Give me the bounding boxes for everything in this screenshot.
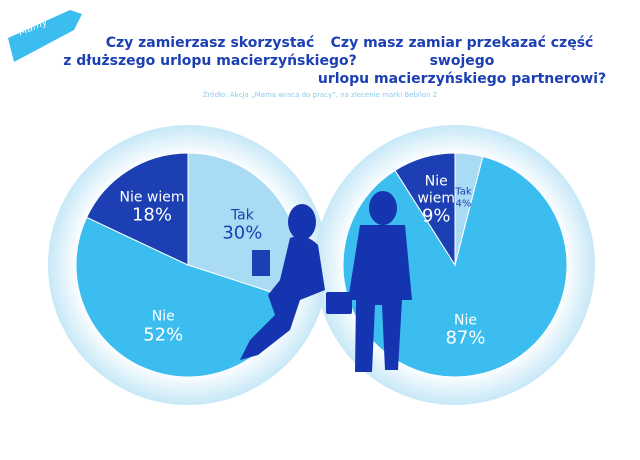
chart-title: Czy masz zamiar przekazać część swojego …	[317, 35, 607, 87]
slice-label: Nie 87%	[431, 313, 501, 350]
slice-label: Tak 30%	[207, 207, 277, 244]
category-label: Nie	[151, 309, 175, 326]
slice-label: Nie wiem 9%	[416, 174, 456, 227]
value-label: 30%	[222, 222, 263, 244]
slice-label: Nie wiem 18%	[117, 190, 187, 227]
category-label: Nie wiem	[119, 189, 185, 206]
pie-slice	[394, 152, 456, 267]
silhouettes	[240, 191, 412, 372]
source-note: Źródło: Akcja „Mama wraca do pracy”, na …	[202, 91, 438, 99]
chart-title: Czy zamierzasz skorzystać z dłuższego ur…	[63, 35, 357, 69]
value-label: 18%	[131, 204, 172, 226]
slice-label: Tak 4%	[448, 187, 478, 210]
value-label: 9%	[421, 205, 451, 227]
value-label: 4%	[455, 198, 472, 210]
slice-label: Nie 52%	[128, 309, 198, 346]
banner-arrow	[8, 10, 82, 62]
category-label: Nie wiem	[417, 174, 456, 207]
category-label: Tak	[455, 186, 472, 198]
value-label: 52%	[143, 324, 184, 346]
pie-slice	[85, 152, 189, 266]
category-label: Nie	[454, 312, 477, 329]
category-label: Tak	[230, 207, 254, 224]
value-label: 87%	[445, 328, 486, 350]
